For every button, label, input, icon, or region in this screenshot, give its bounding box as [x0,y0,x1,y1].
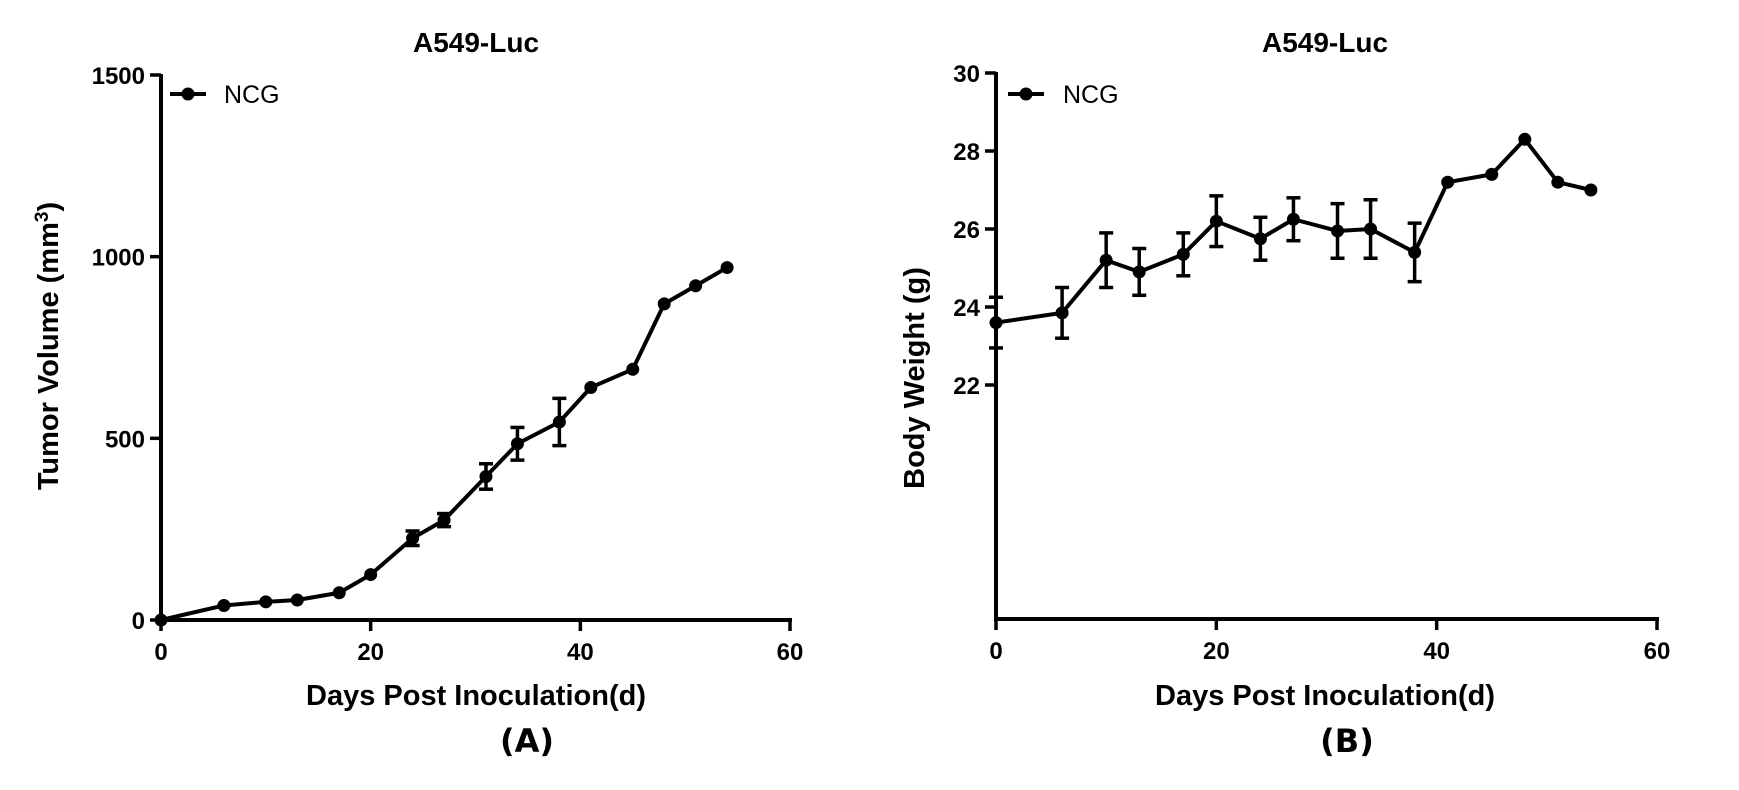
chart-a-data-point [332,586,346,600]
chart-b-data-point [1551,175,1565,189]
chart-a-data-point [510,437,524,451]
chart-a-xlabel: Days Post Inoculation(d) [306,680,646,712]
chart-b-y-tick-label: 28 [953,139,980,166]
chart-a-ylabel-sup: 3 [32,212,53,223]
chart-b-y-tick-label: 22 [953,373,980,400]
chart-b-data-point [1518,132,1532,146]
chart-b-x-tick-label: 20 [1203,638,1230,665]
chart-b-ylabel: Body Weight (g) [899,267,931,489]
chart-b-y-tick-label: 24 [953,295,980,322]
chart-b-legend-marker [1019,87,1033,101]
chart-b-series-line [995,137,1592,325]
chart-a-ylabel-main: Tumor Volume (mm [33,222,65,490]
chart-a-ylabel-close: ) [33,202,65,212]
chart-a-legend-marker [181,87,195,101]
chart-b: A549-Luc Days Post Inoculation(d) (B) Bo… [899,27,1670,760]
chart-a-data-point [657,297,671,311]
chart-b-panel-label: (B) [1320,722,1374,760]
chart-b-data-point [1209,214,1223,228]
chart-a-title: A549-Luc [413,27,539,58]
chart-a-data-point [552,415,566,429]
chart-b-data-point [1286,212,1300,226]
chart-a-plot: 0 20 40 60 0 500 1000 1500 [92,63,804,666]
chart-b-data-point [1408,245,1422,259]
chart-a-data-point [259,595,273,609]
chart-b-y-tick-label: 26 [953,217,980,244]
chart-a-data-point [290,593,304,607]
chart-a-ylabel: Tumor Volume (mm3) [32,202,66,490]
chart-a-data-point [689,279,703,293]
chart-a-y-tick-label: 0 [132,608,145,635]
chart-b-plot: 0 20 40 60 22 24 26 28 30 [953,61,1670,665]
chart-a-data-point [217,598,231,612]
chart-a-data-point [154,613,168,627]
chart-b-data-point [989,316,1003,330]
chart-b-x-tick-label: 60 [1644,638,1671,665]
chart-b-legend-label: NCG [1063,81,1119,109]
chart-a-data-point [626,362,640,376]
chart-b-data-point [1253,232,1267,246]
chart-b-data-point [1331,224,1345,238]
chart-a-series-line [160,265,729,622]
chart-a-data-point [584,380,598,394]
chart-a: A549-Luc Days Post Inoculation(d) (A) Tu… [32,27,804,760]
chart-b-xlabel: Days Post Inoculation(d) [1155,680,1495,712]
chart-b-x-tick-label: 0 [989,638,1002,665]
chart-b-data-point [1132,265,1146,279]
chart-a-y-tick-label: 500 [105,426,145,453]
chart-b-data-point [1584,183,1598,197]
chart-a-y-tick-label: 1500 [92,63,145,90]
chart-a-x-tick-label: 60 [777,639,804,666]
chart-a-data-point [406,531,420,545]
chart-a-data-point [437,513,451,527]
chart-a-x-tick-label: 40 [567,639,594,666]
chart-a-panel-label: (A) [500,722,554,760]
chart-b-data-point [1176,247,1190,261]
chart-b-data-point [1364,222,1378,236]
chart-a-data-point [364,568,378,582]
chart-b-y-tick-label: 30 [953,61,980,88]
chart-b-title: A549-Luc [1262,27,1388,58]
chart-a-legend-label: NCG [224,81,280,109]
chart-a-x-tick-label: 0 [154,639,167,666]
chart-b-data-point [1485,167,1499,181]
chart-b-data-point [1441,175,1455,189]
chart-b-x-tick-label: 40 [1423,638,1450,665]
chart-a-x-tick-label: 20 [357,639,384,666]
chart-a-y-tick-label: 1000 [92,245,145,272]
chart-a-data-point [479,469,493,483]
chart-a-data-point [720,261,734,275]
chart-b-data-point [1055,306,1069,320]
chart-b-data-point [1099,253,1113,267]
